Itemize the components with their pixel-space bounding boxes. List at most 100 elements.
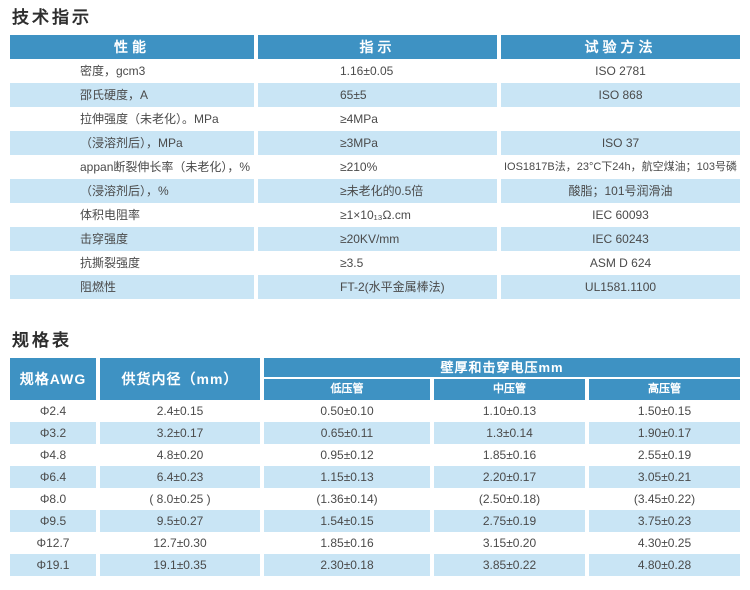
table-row: Φ3.2 3.2±0.17 0.65±0.11 1.3±0.14 1.90±0.… <box>10 422 740 444</box>
cell-high-pressure: 4.30±0.25 <box>637 536 692 550</box>
table-row: Φ12.7 12.7±0.30 1.85±0.16 3.15±0.20 4.30… <box>10 532 740 554</box>
cell-property: appan断裂伸长率（未老化），% <box>80 160 251 174</box>
cell-inner-diameter: 2.4±0.15 <box>156 404 204 418</box>
spec-section-title: 规格表 <box>12 331 72 350</box>
cell-low-pressure: 0.50±0.10 <box>320 404 374 418</box>
cell-awg: Φ2.4 <box>39 404 67 418</box>
table-row: （浸溶剂后），% ≥未老化的0.5倍 酸脂；101号润滑油 <box>10 179 740 203</box>
cell-high-pressure: 1.50±0.15 <box>637 404 692 418</box>
cell-method: ISO 2781 <box>595 64 646 78</box>
cell-inner-diameter: 19.1±0.35 <box>100 554 260 576</box>
spec-subcol-header-mid-pressure: 中压管 <box>434 379 585 400</box>
cell-awg: Φ9.5 <box>10 510 96 532</box>
cell-mid-pressure: 1.85±0.16 <box>482 448 537 462</box>
cell-mid-pressure: 3.15±0.20 <box>482 536 537 550</box>
cell-mid-pressure: (2.50±0.18) <box>478 492 541 506</box>
cell-value: ≥3.5 <box>340 256 364 270</box>
cell-low-pressure: 0.95±0.12 <box>320 448 374 462</box>
table-row: 体积电阻率 ≥1×10₁₃Ω.cm IEC 60093 <box>10 203 740 227</box>
table-row: （浸溶剂后），MPa ≥3MPa ISO 37 <box>10 131 740 155</box>
cell-inner-diameter: 4.8±0.20 <box>156 448 204 462</box>
cell-mid-pressure: 1.3±0.14 <box>434 422 585 444</box>
cell-property: 抗撕裂强度 <box>80 256 141 270</box>
cell-low-pressure: 1.54±0.15 <box>264 510 430 532</box>
tech-col-header-method: 试验方法 <box>501 35 740 59</box>
cell-awg: Φ6.4 <box>10 466 96 488</box>
spec-subcol-header-low-pressure: 低压管 <box>264 379 430 400</box>
cell-inner-diameter: ( 8.0±0.25 ) <box>149 492 211 506</box>
cell-awg: Φ12.7 <box>36 536 70 550</box>
tech-col-header-value: 指示 <box>258 35 497 59</box>
cell-awg: Φ3.2 <box>10 422 96 444</box>
cell-mid-pressure: 1.10±0.13 <box>482 404 537 418</box>
table-row: Φ19.1 19.1±0.35 2.30±0.18 3.85±0.22 4.80… <box>10 554 740 576</box>
cell-high-pressure: 3.75±0.23 <box>589 510 740 532</box>
cell-low-pressure: 0.65±0.11 <box>264 422 430 444</box>
spec-col-header-awg: 规格AWG <box>10 358 96 400</box>
cell-low-pressure: 1.85±0.16 <box>320 536 374 550</box>
cell-value: 1.16±0.05 <box>340 64 394 78</box>
table-row: Φ6.4 6.4±0.23 1.15±0.13 2.20±0.17 3.05±0… <box>10 466 740 488</box>
cell-property: 密度，gcm3 <box>80 64 146 78</box>
cell-method: IEC 60093 <box>592 208 649 222</box>
table-row: 阻燃性 FT-2(水平金属棒法) UL1581.1100 <box>10 275 740 299</box>
table-row: Φ9.5 9.5±0.27 1.54±0.15 2.75±0.19 3.75±0… <box>10 510 740 532</box>
table-row: 拉伸强度（未老化）。MPa ≥4MPa <box>10 107 740 131</box>
table-row: appan断裂伸长率（未老化），% ≥210% IOS1817B法，23°C下2… <box>10 155 740 179</box>
cell-low-pressure: 1.15±0.13 <box>264 466 430 488</box>
cell-method: ISO 868 <box>501 83 740 107</box>
cell-low-pressure: (1.36±0.14) <box>316 492 378 506</box>
spec-table: 规格AWG 供货内径（mm） 壁厚和击穿电压mm 低压管 中压管 高压管 Φ2.… <box>10 358 740 576</box>
table-row: 密度，gcm3 1.16±0.05 ISO 2781 <box>10 59 740 83</box>
cell-awg: Φ19.1 <box>10 554 96 576</box>
table-row: Φ8.0 ( 8.0±0.25 ) (1.36±0.14) (2.50±0.18… <box>10 488 740 510</box>
tech-table: 性能 指示 试验方法 密度，gcm3 1.16±0.05 ISO 2781 邵氏… <box>10 35 740 299</box>
cell-property: （浸溶剂后），MPa <box>10 131 254 155</box>
cell-high-pressure: 2.55±0.19 <box>637 448 692 462</box>
cell-low-pressure: 2.30±0.18 <box>264 554 430 576</box>
cell-property: 体积电阻率 <box>80 208 141 222</box>
cell-awg: Φ4.8 <box>39 448 67 462</box>
cell-method: ASM D 624 <box>589 256 652 270</box>
cell-high-pressure: (3.45±0.22) <box>633 492 696 506</box>
table-row: Φ2.4 2.4±0.15 0.50±0.10 1.10±0.13 1.50±0… <box>10 400 740 422</box>
table-row: 邵氏硬度，A 65±5 ISO 868 <box>10 83 740 107</box>
spec-table-header: 规格AWG 供货内径（mm） 壁厚和击穿电压mm 低压管 中压管 高压管 <box>10 358 740 400</box>
cell-property: 拉伸强度（未老化）。MPa <box>80 112 219 126</box>
table-row: 抗撕裂强度 ≥3.5 ASM D 624 <box>10 251 740 275</box>
page: 技术指示 性能 指示 试验方法 密度，gcm3 1.16±0.05 ISO 27… <box>10 8 740 576</box>
spec-group-header-wall-breakdown: 壁厚和击穿电压mm <box>264 358 740 377</box>
spec-subcol-header-high-pressure: 高压管 <box>589 379 740 400</box>
cell-awg: Φ8.0 <box>39 492 67 506</box>
cell-value: ≥1×10₁₃Ω.cm <box>340 208 411 222</box>
cell-method: IOS1817B法，23°C下24h，航空煤油；103号磷 <box>503 161 738 173</box>
cell-value: ≥20KV/mm <box>258 227 497 251</box>
cell-value: ≥未老化的0.5倍 <box>258 179 497 203</box>
cell-method: IEC 60243 <box>501 227 740 251</box>
cell-method: 酸脂；101号润滑油 <box>501 179 740 203</box>
cell-property: （浸溶剂后），% <box>10 179 254 203</box>
cell-value: FT-2(水平金属棒法) <box>258 275 497 299</box>
cell-high-pressure: 3.05±0.21 <box>589 466 740 488</box>
cell-method: UL1581.1100 <box>501 275 740 299</box>
cell-inner-diameter: 3.2±0.17 <box>100 422 260 444</box>
cell-mid-pressure: 2.75±0.19 <box>434 510 585 532</box>
cell-property: 邵氏硬度，A <box>10 83 254 107</box>
table-row: Φ4.8 4.8±0.20 0.95±0.12 1.85±0.16 2.55±0… <box>10 444 740 466</box>
tech-section-title: 技术指示 <box>12 8 92 27</box>
cell-method <box>501 107 740 131</box>
tech-table-header-row: 性能 指示 试验方法 <box>10 35 740 59</box>
spec-col-header-inner-diameter: 供货内径（mm） <box>100 358 260 400</box>
table-row: 击穿强度 ≥20KV/mm IEC 60243 <box>10 227 740 251</box>
cell-value: ≥3MPa <box>258 131 497 155</box>
cell-value: ≥210% <box>340 160 378 174</box>
cell-method: ISO 37 <box>501 131 740 155</box>
cell-mid-pressure: 2.20±0.17 <box>434 466 585 488</box>
cell-inner-diameter: 6.4±0.23 <box>100 466 260 488</box>
tech-col-header-property: 性能 <box>10 35 254 59</box>
cell-high-pressure: 4.80±0.28 <box>589 554 740 576</box>
cell-property: 击穿强度 <box>10 227 254 251</box>
cell-property: 阻燃性 <box>10 275 254 299</box>
cell-value: 65±5 <box>258 83 497 107</box>
cell-mid-pressure: 3.85±0.22 <box>434 554 585 576</box>
